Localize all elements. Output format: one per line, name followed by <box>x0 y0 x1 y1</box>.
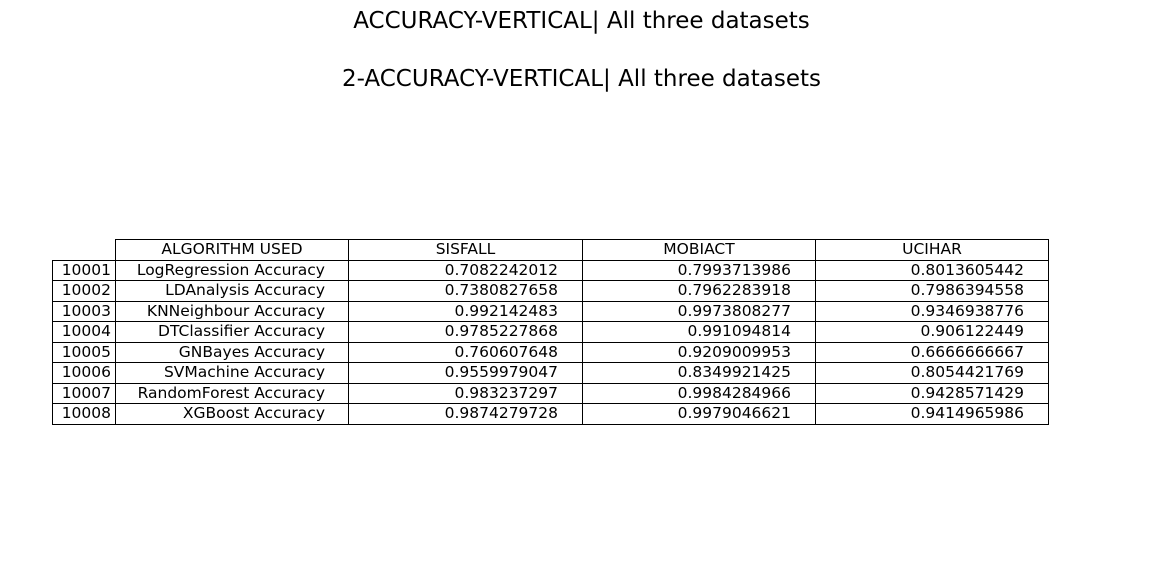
chart-title: ACCURACY-VERTICAL| All three datasets <box>353 8 810 34</box>
accuracy-value-cell: 0.9979046621 <box>582 403 816 425</box>
accuracy-value-cell: 0.7986394558 <box>815 280 1049 302</box>
algorithm-cell: GNBayes Accuracy <box>115 341 349 363</box>
row-index: 10008 <box>52 403 116 425</box>
row-index: 10003 <box>52 300 116 322</box>
accuracy-value-cell: 0.9209009953 <box>582 341 816 363</box>
row-index: 10007 <box>52 382 116 404</box>
column-header: ALGORITHM USED <box>115 239 349 261</box>
accuracy-value-cell: 0.8349921425 <box>582 362 816 384</box>
accuracy-value-cell: 0.9874279728 <box>348 403 583 425</box>
column-header: MOBIACT <box>582 239 816 261</box>
table-row: 10001 LogRegression Accuracy 0.7082242012 0… <box>52 259 1049 281</box>
accuracy-value-cell: 0.7380827658 <box>348 280 583 302</box>
row-index: 10004 <box>52 321 116 343</box>
table-header-row: ALGORITHM USED SISFALL MOBIACT UCIHAR <box>53 239 1049 261</box>
algorithm-cell: RandomForest Accuracy <box>115 382 349 404</box>
accuracy-value-cell: 0.9559979047 <box>348 362 583 384</box>
data-table-container: ALGORITHM USED SISFALL MOBIACT UCIHAR 10… <box>52 239 1049 425</box>
accuracy-value-cell: 0.760607648 <box>348 341 583 363</box>
row-index: 10002 <box>52 280 116 302</box>
accuracy-table: ALGORITHM USED SISFALL MOBIACT UCIHAR 10… <box>52 239 1049 425</box>
algorithm-cell: SVMachine Accuracy <box>115 362 349 384</box>
column-header: SISFALL <box>348 239 583 261</box>
algorithm-cell: XGBoost Accuracy <box>115 403 349 425</box>
table-row: 10007 RandomForest Accuracy 0.983237297 0.9… <box>52 382 1049 404</box>
table-row: 10004 DTClassifier Accuracy 0.9785227868 0.… <box>52 321 1049 343</box>
accuracy-value-cell: 0.6666666667 <box>815 341 1049 363</box>
column-header: UCIHAR <box>815 239 1049 261</box>
accuracy-value-cell: 0.991094814 <box>582 321 816 343</box>
accuracy-value-cell: 0.9414965986 <box>815 403 1049 425</box>
accuracy-value-cell: 0.7082242012 <box>348 259 583 281</box>
accuracy-value-cell: 0.992142483 <box>348 300 583 322</box>
row-index: 10006 <box>52 362 116 384</box>
table-row: 10005 GNBayes Accuracy 0.760607648 0.920900… <box>52 341 1049 363</box>
algorithm-cell: LogRegression Accuracy <box>115 259 349 281</box>
algorithm-cell: DTClassifier Accuracy <box>115 321 349 343</box>
accuracy-value-cell: 0.9984284966 <box>582 382 816 404</box>
row-index: 10005 <box>52 341 116 363</box>
accuracy-value-cell: 0.9973808277 <box>582 300 816 322</box>
accuracy-value-cell: 0.8013605442 <box>815 259 1049 281</box>
accuracy-value-cell: 0.7993713986 <box>582 259 816 281</box>
table-row: 10002 LDAnalysis Accuracy 0.7380827658 0.79… <box>52 280 1049 302</box>
table-row: 10003 KNNeighbour Accuracy 0.992142483 0.99… <box>52 300 1049 322</box>
accuracy-value-cell: 0.9785227868 <box>348 321 583 343</box>
accuracy-value-cell: 0.9346938776 <box>815 300 1049 322</box>
algorithm-cell: KNNeighbour Accuracy <box>115 300 349 322</box>
chart-subtitle: 2-ACCURACY-VERTICAL| All three datasets <box>341 66 821 92</box>
table-body: 10001 LogRegression Accuracy 0.7082242012 0… <box>52 259 1049 425</box>
header-corner <box>53 240 116 261</box>
accuracy-value-cell: 0.906122449 <box>815 321 1049 343</box>
accuracy-value-cell: 0.8054421769 <box>815 362 1049 384</box>
accuracy-value-cell: 0.983237297 <box>348 382 583 404</box>
row-index: 10001 <box>52 259 116 281</box>
accuracy-value-cell: 0.9428571429 <box>815 382 1049 404</box>
algorithm-cell: LDAnalysis Accuracy <box>115 280 349 302</box>
accuracy-value-cell: 0.7962283918 <box>582 280 816 302</box>
table-row: 10008 XGBoost Accuracy 0.9874279728 0.99790… <box>52 403 1049 425</box>
table-row: 10006 SVMachine Accuracy 0.9559979047 0.834… <box>52 362 1049 384</box>
